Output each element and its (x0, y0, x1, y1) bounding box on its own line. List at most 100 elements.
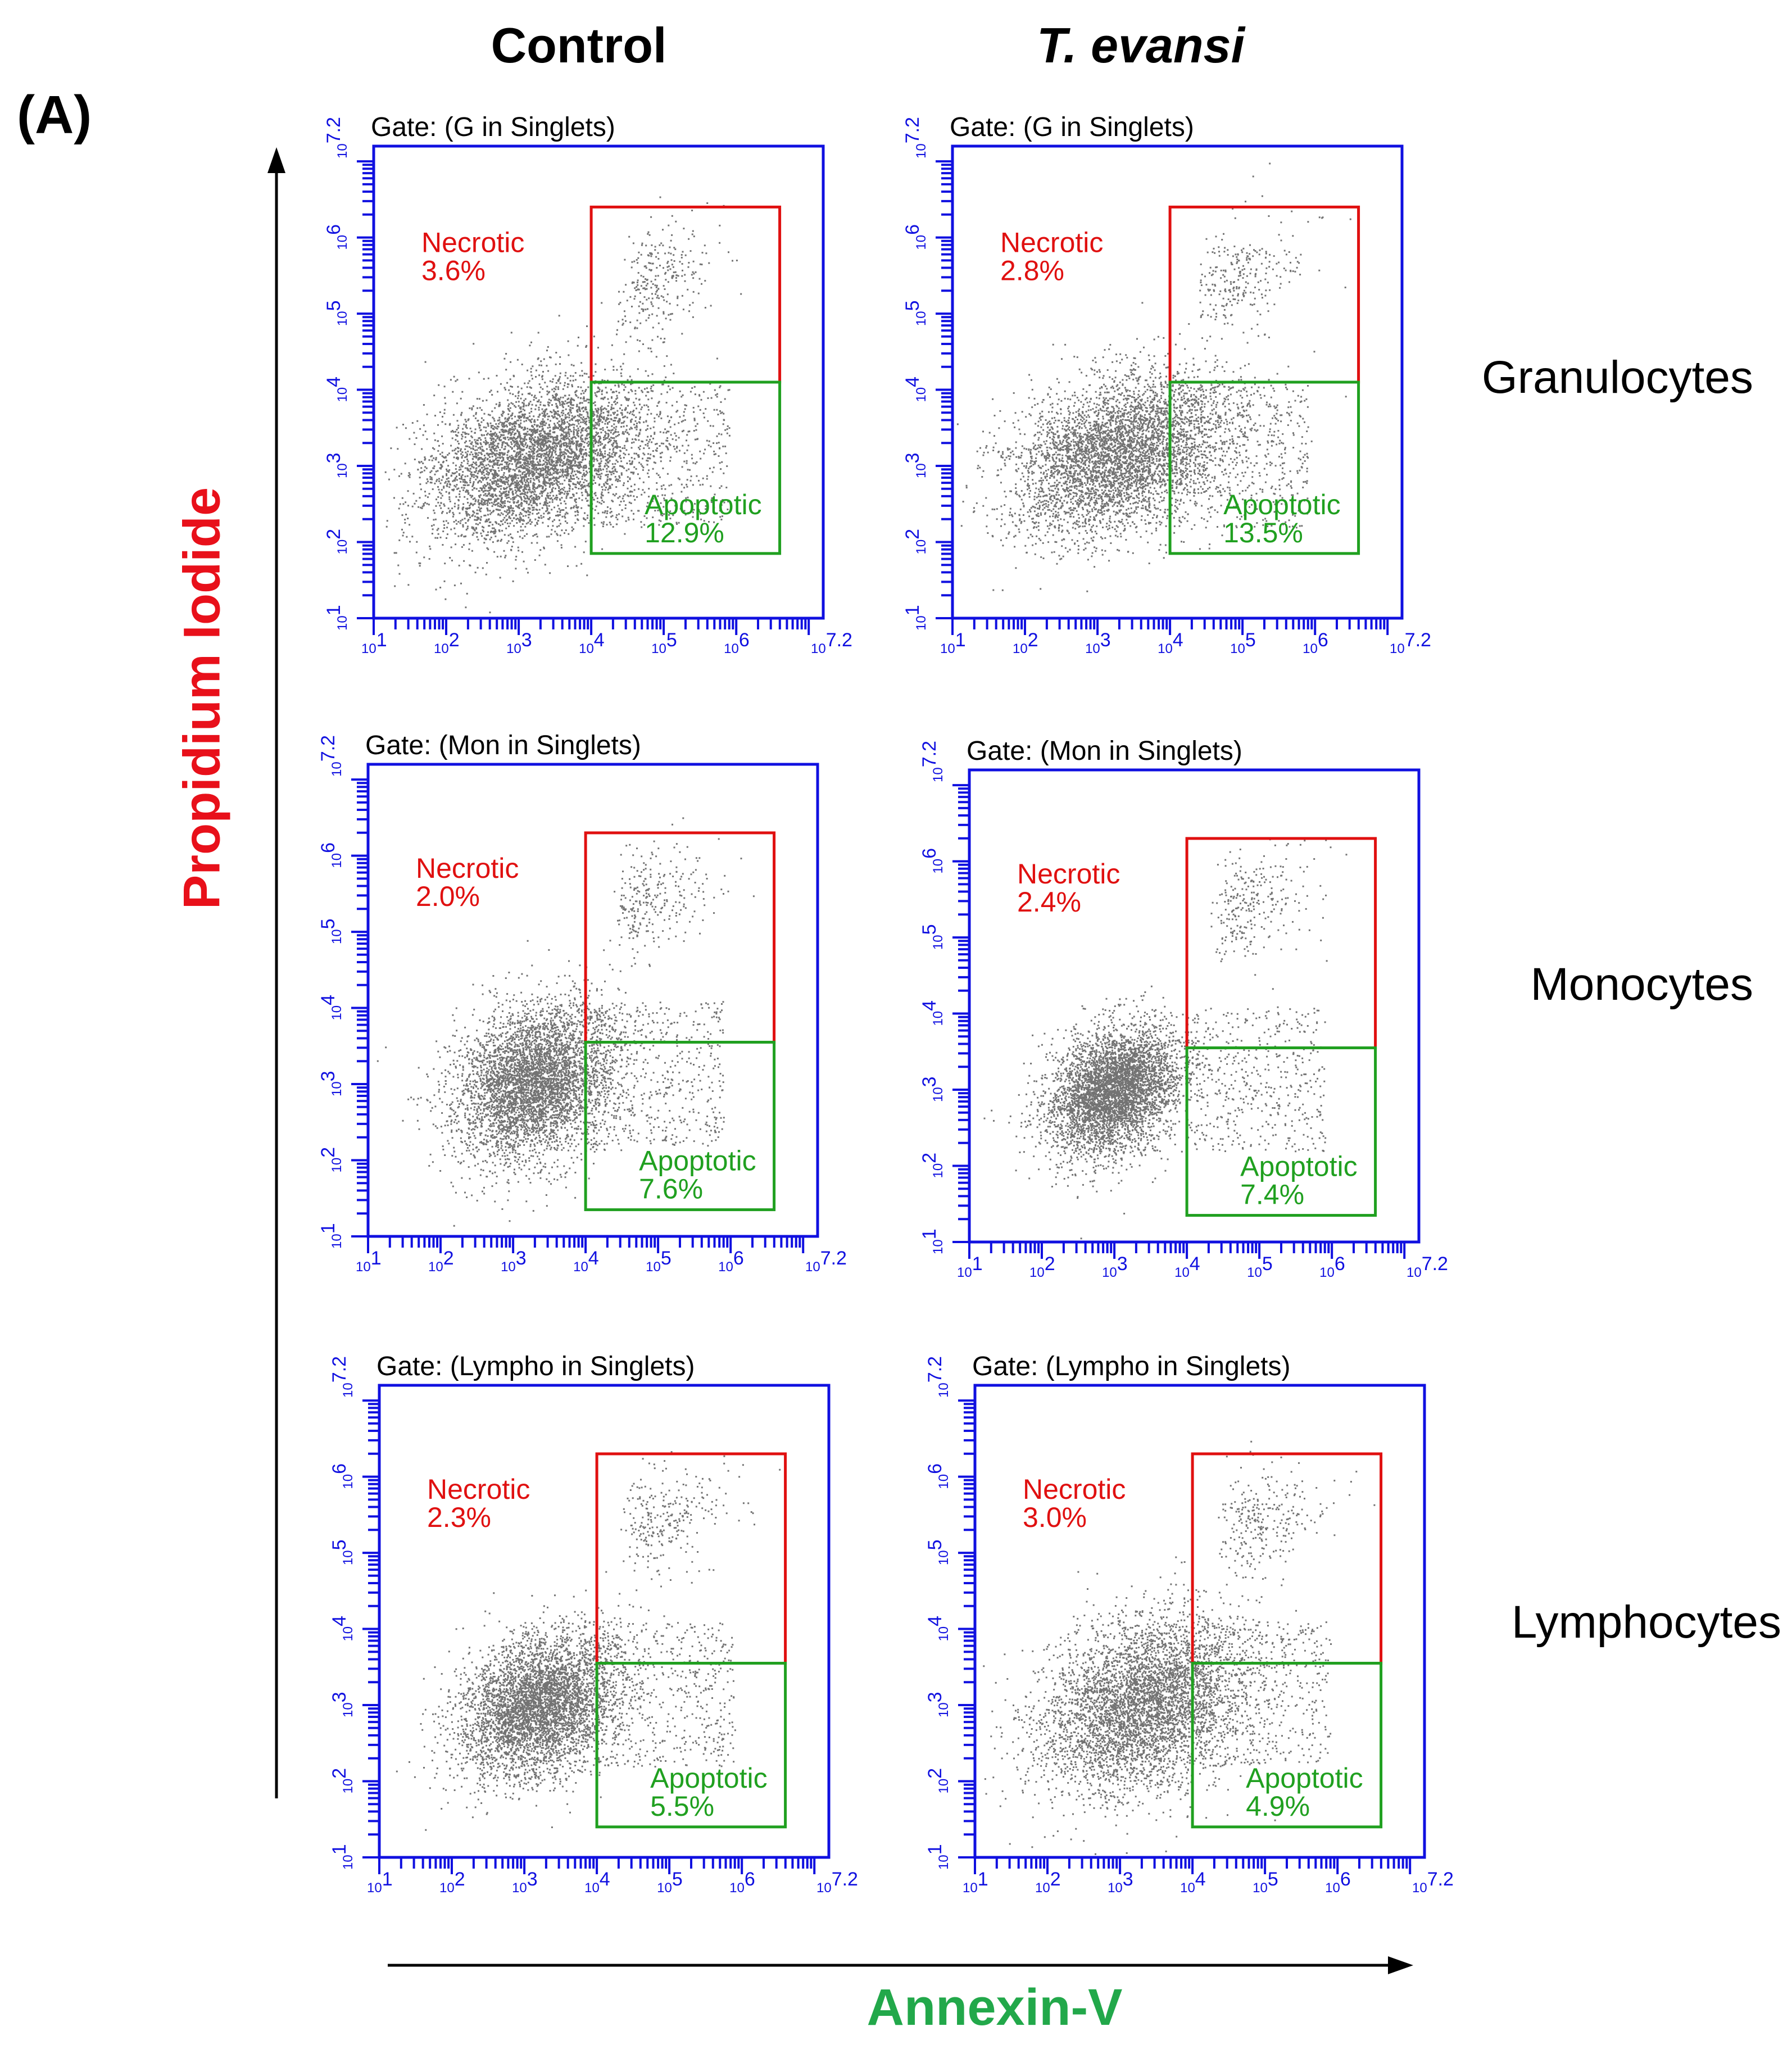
x-tick-label: 103 (1102, 1253, 1128, 1280)
necrotic-gate (1168, 205, 1360, 384)
y-tick-label: 103 (919, 1076, 946, 1102)
x-tick-label: 104 (584, 1869, 610, 1896)
x-tick-label: 101 (356, 1248, 382, 1275)
gate-title: Gate: (G in Singlets) (950, 112, 1194, 142)
x-axis-label: Annexin-V (866, 1979, 1123, 2036)
y-tick-label: 104 (317, 995, 344, 1021)
axis-ticks (351, 778, 805, 1253)
x-tick-label: 102 (1029, 1253, 1055, 1280)
x-tick-label: 104 (1180, 1869, 1206, 1896)
tick-marks (952, 784, 1406, 1259)
column-header-t-evansi: T. evansi (1036, 17, 1245, 73)
tick-marks (357, 160, 810, 635)
plot-frame (366, 763, 819, 1238)
x-tick-label: 101 (361, 629, 387, 656)
x-tick-label: 106 (724, 629, 750, 656)
axis-ticks (936, 160, 1389, 635)
x-tick-label: 104 (573, 1248, 599, 1275)
x-tick-label: 103 (501, 1248, 527, 1275)
y-tick-label: 102 (329, 1768, 356, 1794)
tick-marks (958, 1399, 1412, 1874)
y-tick-label: 107.2 (317, 735, 344, 777)
y-tick-label: 101 (317, 1223, 344, 1249)
y-tick-label: 103 (902, 452, 929, 478)
apoptotic-percent: 13.5% (1223, 517, 1303, 549)
y-tick-label: 104 (919, 1000, 946, 1026)
gate-title: Gate: (G in Singlets) (371, 112, 615, 142)
y-tick-label: 106 (919, 848, 946, 874)
axis-ticks (952, 784, 1406, 1259)
gate-title: Gate: (Mon in Singlets) (967, 736, 1242, 766)
apoptotic-gate (589, 380, 782, 555)
necrotic-label: Necrotic (421, 226, 524, 258)
x-tick-label: 101 (940, 629, 966, 656)
apoptotic-gate (1185, 1046, 1377, 1217)
y-tick-label: 102 (323, 529, 350, 555)
x-tick-label: 107.2 (1407, 1253, 1448, 1280)
y-tick-label: 106 (317, 842, 344, 868)
x-tick-label: 105 (657, 1869, 683, 1896)
apoptotic-label: Apoptotic (1223, 489, 1340, 520)
plot-monocytes-control: 101 101 102 102 103 103 104 104 105 105 106 106 107.… (309, 719, 877, 1326)
necrotic-label: Necrotic (1000, 226, 1103, 258)
x-tick-label: 107.2 (1390, 629, 1431, 656)
y-tick-label: 106 (329, 1463, 356, 1489)
necrotic-percent: 2.8% (1000, 255, 1064, 286)
plot-frame (951, 144, 1404, 620)
y-tick-label: 105 (902, 300, 929, 326)
y-tick-label: 107.2 (919, 741, 946, 782)
y-tick-label: 105 (323, 300, 350, 326)
y-tick-label: 101 (323, 605, 350, 631)
necrotic-percent: 3.6% (421, 255, 486, 286)
y-tick-label: 101 (902, 605, 929, 631)
apoptotic-gate (1168, 380, 1360, 555)
necrotic-label: Necrotic (416, 853, 519, 884)
x-tick-label: 107.2 (1412, 1869, 1454, 1896)
x-tick-label: 106 (1303, 629, 1328, 656)
apoptotic-percent: 12.9% (645, 517, 724, 549)
row-label-granulocytes: Granulocytes (1481, 352, 1753, 403)
x-tick-label: 102 (1035, 1869, 1061, 1896)
gate-title: Gate: (Lympho in Singlets) (376, 1352, 695, 1381)
y-tick-label: 102 (902, 529, 929, 555)
apoptotic-percent: 7.6% (639, 1173, 703, 1205)
y-tick-label: 104 (902, 377, 929, 402)
x-tick-label: 105 (1247, 1253, 1273, 1280)
gate-title: Gate: (Lympho in Singlets) (972, 1352, 1290, 1381)
apoptotic-gate (584, 1041, 776, 1212)
x-tick-label: 106 (729, 1869, 755, 1896)
plot-frame (973, 1384, 1426, 1859)
y-tick-label: 101 (919, 1229, 946, 1254)
row-label-lymphocytes: Lymphocytes (1511, 1597, 1781, 1648)
y-tick-label: 103 (329, 1692, 356, 1717)
x-tick-label: 106 (718, 1248, 744, 1275)
x-tick-label: 101 (367, 1869, 393, 1896)
x-tick-label: 101 (957, 1253, 983, 1280)
y-tick-label: 104 (329, 1616, 356, 1642)
y-tick-label: 105 (317, 918, 344, 944)
apoptotic-percent: 7.4% (1240, 1179, 1304, 1211)
x-tick-label: 105 (651, 629, 677, 656)
necrotic-label: Necrotic (1017, 858, 1120, 890)
tick-marks (936, 160, 1389, 635)
scatter-point-cloud (983, 1440, 1376, 1855)
x-tick-label: 104 (1158, 629, 1183, 656)
tick-marks (351, 778, 805, 1253)
y-axis-arrowhead (267, 147, 285, 173)
tick-marks (362, 1399, 816, 1874)
axis-ticks (958, 1399, 1412, 1874)
x-tick-label: 105 (646, 1248, 672, 1275)
x-tick-label: 106 (1319, 1253, 1345, 1280)
x-tick-label: 106 (1325, 1869, 1351, 1896)
y-tick-label: 105 (329, 1539, 356, 1565)
x-tick-label: 102 (434, 629, 460, 656)
x-tick-label: 104 (579, 629, 605, 656)
necrotic-label: Necrotic (427, 1474, 530, 1505)
row-label-monocytes: Monocytes (1530, 959, 1753, 1010)
x-tick-label: 103 (512, 1869, 538, 1896)
axis-ticks (357, 160, 810, 635)
plot-monocytes-t-evansi: 101 101 102 102 103 103 104 104 105 105 106 106 107.… (910, 725, 1478, 1332)
x-tick-label: 101 (963, 1869, 988, 1896)
apoptotic-label: Apoptotic (1240, 1151, 1357, 1182)
plot-frame (372, 144, 825, 620)
